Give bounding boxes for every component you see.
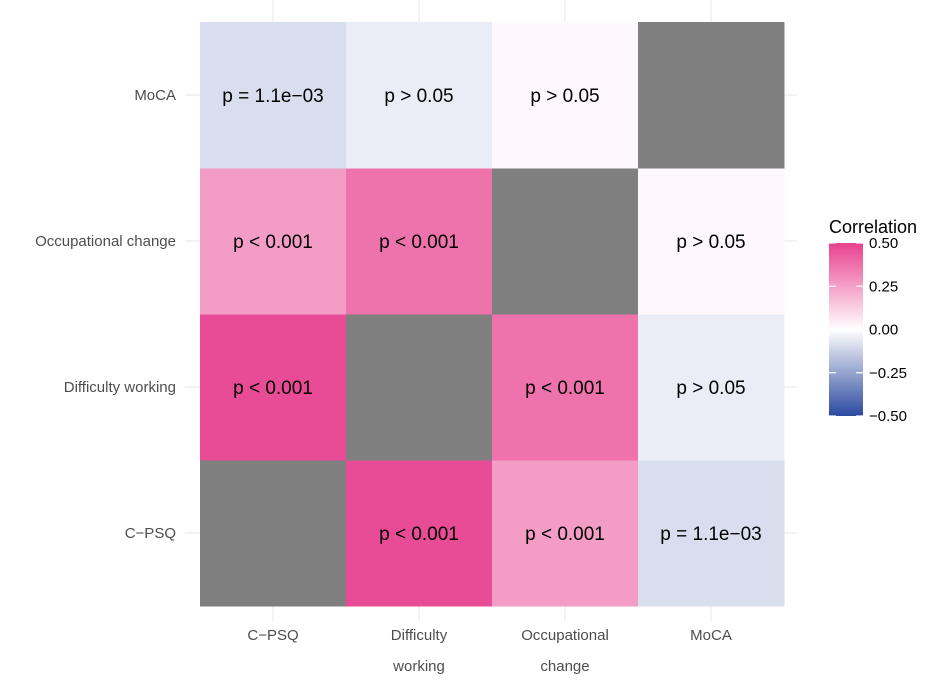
legend-tick-label: 0.50 — [869, 235, 898, 252]
heatmap-cell — [346, 314, 493, 461]
heatmap-cell — [200, 460, 347, 607]
heatmap-cells — [200, 22, 785, 607]
heatmap-cell — [638, 22, 785, 169]
cell-p-value-label: p < 0.001 — [525, 378, 605, 399]
y-tick-label: Difficulty working — [64, 379, 176, 396]
heatmap-cell — [492, 314, 639, 461]
cell-p-value-label: p > 0.05 — [384, 86, 453, 107]
cell-p-value-label: p > 0.05 — [530, 86, 599, 107]
heatmap-cell — [200, 314, 347, 461]
cell-p-value-label: p < 0.001 — [233, 232, 313, 253]
y-tick-label: Occupational change — [35, 233, 176, 250]
x-tick-label: MoCA — [690, 627, 732, 644]
heatmap-cell — [346, 460, 493, 607]
legend-ticks: 0.50 0.25 0.00 −0.25 −0.50 — [829, 235, 907, 425]
heatmap-cell — [492, 460, 639, 607]
cell-p-value-label: p = 1.1e−03 — [660, 524, 761, 545]
x-tick-label: C−PSQ — [247, 627, 298, 644]
heatmap-cell — [346, 168, 493, 315]
y-axis: C−PSQ Difficulty working Occupational chan… — [35, 87, 176, 542]
legend-title: Correlation — [829, 217, 917, 237]
cell-p-value-label: p < 0.001 — [233, 378, 313, 399]
heatmap-cell — [638, 460, 785, 607]
legend-tick-label: −0.50 — [869, 408, 907, 425]
legend-tick-label: 0.25 — [869, 278, 898, 295]
heatmap-cell — [346, 22, 493, 169]
legend-tick-label: 0.00 — [869, 322, 898, 339]
cell-p-value-label: p > 0.05 — [676, 378, 745, 399]
heatmap-cell — [638, 314, 785, 461]
heatmap-cell — [638, 168, 785, 315]
heatmap-cell — [200, 22, 347, 169]
cell-p-value-label: p < 0.001 — [379, 232, 459, 253]
x-tick-label: Difficulty — [391, 627, 448, 644]
y-tick-label: MoCA — [134, 87, 176, 104]
heatmap-cell-labels: p < 0.001 p < 0.001 p = 1.1e−03 p < 0.001 p … — [222, 86, 761, 545]
x-tick-label: working — [392, 658, 445, 675]
cell-p-value-label: p > 0.05 — [676, 232, 745, 253]
cell-p-value-label: p = 1.1e−03 — [222, 86, 323, 107]
heatmap-cell — [492, 168, 639, 315]
cell-p-value-label: p < 0.001 — [525, 524, 605, 545]
legend: Correlation 0.50 0.25 0.00 −0.25 −0.50 — [829, 217, 917, 425]
x-tick-label: Occupational — [521, 627, 609, 644]
legend-tick-label: −0.25 — [869, 365, 907, 382]
heatmap-cell — [200, 168, 347, 315]
heatmap-cell — [492, 22, 639, 169]
y-tick-label: C−PSQ — [125, 525, 176, 542]
cell-p-value-label: p < 0.001 — [379, 524, 459, 545]
x-axis: C−PSQ Difficulty working Occupational change… — [247, 627, 731, 675]
x-tick-label: change — [540, 658, 589, 675]
